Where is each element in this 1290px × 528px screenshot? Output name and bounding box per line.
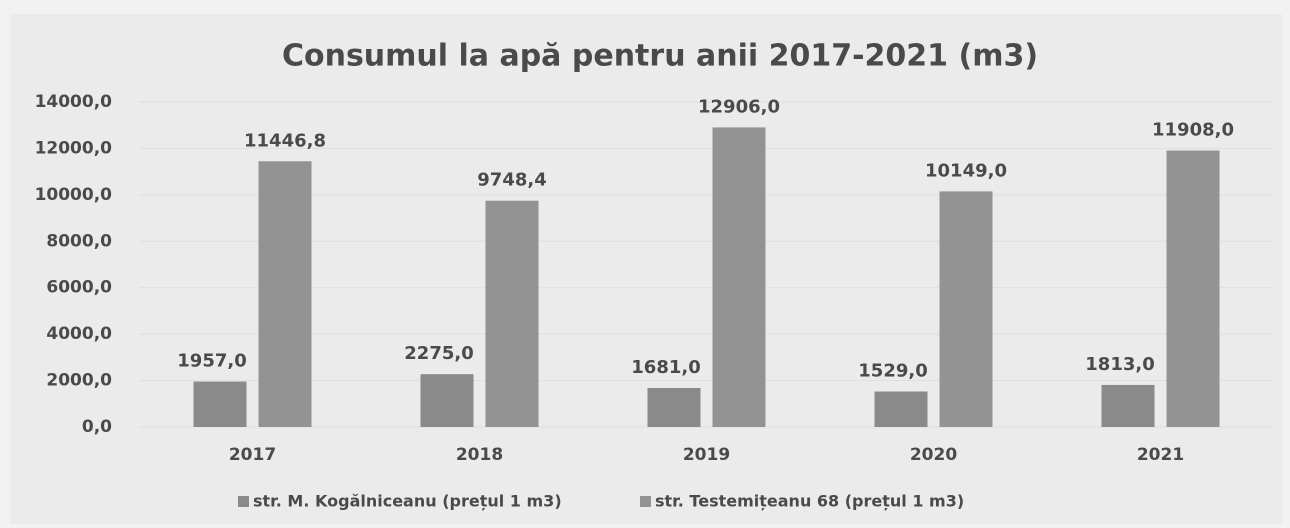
y-tick-label: 6000,0 (46, 278, 112, 298)
value-label: 2275,0 (404, 343, 473, 364)
legend-label: str. M. Kogălniceanu (prețul 1 m3) (253, 492, 562, 511)
bar (874, 391, 928, 427)
value-label: 12906,0 (698, 96, 780, 117)
bar (1166, 150, 1220, 428)
value-label: 1813,0 (1085, 354, 1154, 375)
bar (193, 381, 247, 427)
legend-swatch (640, 496, 651, 507)
legend-swatch (238, 496, 249, 507)
y-tick-label: 0,0 (82, 417, 112, 437)
y-tick-label: 4000,0 (46, 324, 112, 344)
y-tick-label: 14000,0 (35, 92, 113, 112)
y-tick-label: 10000,0 (35, 185, 113, 205)
value-label: 9748,4 (477, 170, 546, 191)
bar (258, 161, 312, 427)
x-tick-label: 2019 (683, 445, 730, 465)
y-tick-label: 12000,0 (35, 138, 113, 158)
chart-background (10, 14, 1282, 524)
bar (712, 127, 766, 428)
bar (939, 191, 993, 427)
y-tick-label: 2000,0 (46, 371, 112, 391)
value-label: 11908,0 (1152, 120, 1234, 141)
x-tick-label: 2020 (910, 445, 957, 465)
bar (485, 200, 539, 427)
bar (647, 387, 701, 427)
x-tick-label: 2017 (229, 445, 276, 465)
bar (420, 374, 474, 427)
legend-label: str. Testemițeanu 68 (prețul 1 m3) (655, 492, 964, 511)
y-tick-label: 8000,0 (46, 231, 112, 251)
x-tick-label: 2021 (1137, 445, 1184, 465)
value-label: 1529,0 (858, 361, 927, 382)
value-label: 1681,0 (631, 357, 700, 378)
bar (1101, 384, 1155, 427)
value-label: 10149,0 (925, 160, 1007, 181)
chart-title: Consumul la apă pentru anii 2017-2021 (m… (282, 39, 1038, 74)
value-label: 11446,8 (244, 130, 326, 151)
x-tick-label: 2018 (456, 445, 503, 465)
value-label: 1957,0 (177, 351, 246, 372)
